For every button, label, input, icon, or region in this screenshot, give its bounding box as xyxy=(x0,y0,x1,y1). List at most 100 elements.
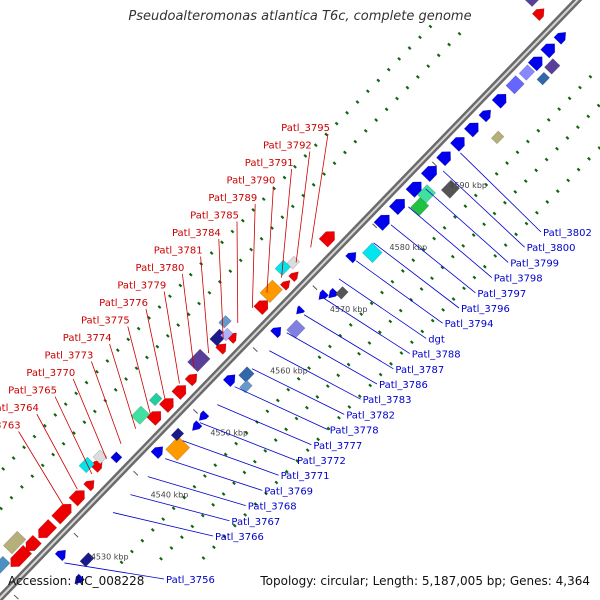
gene-shape xyxy=(74,573,85,585)
bottom-gene-label: Patl_3802 xyxy=(543,228,592,239)
top-gene-label: Patl_3795 xyxy=(281,123,330,134)
gene-feature xyxy=(405,181,422,198)
gene-shape xyxy=(191,420,203,431)
gc-dot xyxy=(295,459,300,463)
gc-dot xyxy=(207,290,212,295)
top-leader-line xyxy=(266,186,274,293)
gc-dot xyxy=(53,413,58,417)
bottom-gene-label: Patl_3769 xyxy=(264,486,313,497)
gene-shape xyxy=(288,271,299,283)
gene-shape xyxy=(54,549,66,562)
gc-dot xyxy=(397,56,402,61)
gc-dot xyxy=(303,154,308,158)
bottom-gene-label: Patl_3771 xyxy=(281,471,330,482)
gc-dot xyxy=(126,337,131,342)
gc-dot xyxy=(145,355,149,360)
scale-tick-mark xyxy=(431,161,437,167)
gc-dot xyxy=(338,333,343,338)
gc-dot xyxy=(136,326,141,331)
gc-dot xyxy=(324,132,329,137)
gc-dot xyxy=(494,171,499,176)
top-gene-label: Patl_3785 xyxy=(190,211,239,222)
gene-shape xyxy=(2,530,27,555)
gene-shape xyxy=(259,279,283,303)
gene-shape xyxy=(491,93,507,109)
bottom-leader-line xyxy=(165,458,263,491)
gc-dot xyxy=(430,318,435,323)
top-leader-line xyxy=(36,413,78,490)
gene-feature xyxy=(38,519,58,539)
top-gene-label: Patl_3790 xyxy=(227,176,276,187)
gc-dot xyxy=(242,470,247,475)
gc-dot xyxy=(317,355,322,360)
gene-feature xyxy=(491,93,507,109)
gene-shape xyxy=(296,305,306,315)
gc-dot xyxy=(348,323,353,327)
gene-shape xyxy=(253,300,269,316)
gene-feature xyxy=(362,242,383,263)
gc-dot xyxy=(124,377,129,381)
gc-dot xyxy=(355,100,360,104)
gene-feature xyxy=(79,552,95,568)
gc-dot xyxy=(188,272,193,277)
gc-dot xyxy=(157,305,162,309)
scale-tick-mark xyxy=(372,223,378,229)
gc-dot xyxy=(293,164,297,169)
gc-dot xyxy=(457,31,462,36)
gene-feature xyxy=(2,530,27,555)
gc-dot xyxy=(399,351,404,355)
bottom-gene-label: Patl_3778 xyxy=(330,426,379,437)
gc-dot xyxy=(503,243,508,248)
top-leader-line xyxy=(18,431,64,505)
gc-dot xyxy=(169,546,174,550)
bottom-gene-label: Patl_3788 xyxy=(412,350,461,361)
gene-shape xyxy=(420,165,437,183)
bottom-leader-line xyxy=(147,476,246,506)
top-gene-label: Patl_3789 xyxy=(208,193,257,204)
gc-dot xyxy=(337,415,341,420)
gc-dot xyxy=(493,254,498,258)
gc-dot xyxy=(325,384,330,389)
gc-dot xyxy=(441,307,446,312)
gc-dot xyxy=(409,340,414,345)
gc-dot xyxy=(534,210,539,215)
features xyxy=(0,0,567,585)
top-gene-label: Patl_3763 xyxy=(0,421,21,432)
gene-shape xyxy=(553,31,567,45)
gene-feature xyxy=(25,534,42,552)
gene-shape xyxy=(51,503,72,525)
gc-dot xyxy=(238,258,243,263)
gene-feature xyxy=(518,64,536,81)
gc-dot xyxy=(211,502,216,507)
gc-dot xyxy=(430,276,434,281)
gc-dot xyxy=(30,474,35,479)
gc-dots xyxy=(0,24,600,565)
bottom-leader-line xyxy=(269,350,361,400)
bottom-gene-label: Patl_3772 xyxy=(297,456,346,467)
gc-dot xyxy=(523,179,528,184)
bottom-gene-label: Patl_3768 xyxy=(248,502,297,513)
gc-dot xyxy=(307,366,311,370)
gc-dot xyxy=(1,466,6,471)
gc-dot xyxy=(322,172,326,176)
bottom-leader-line xyxy=(355,260,443,324)
gene-feature xyxy=(388,198,406,216)
bottom-leader-line xyxy=(408,206,493,278)
top-gene-label: Patl_3775 xyxy=(81,316,130,327)
gc-dot xyxy=(182,495,186,500)
top-gene-label: Patl_3764 xyxy=(0,403,39,414)
gc-dot xyxy=(374,118,379,122)
scale-tick-label: 4550 kbp xyxy=(210,429,248,438)
top-leader-line xyxy=(310,133,329,248)
gc-dot xyxy=(565,136,570,140)
gene-feature xyxy=(259,279,283,303)
gc-dot xyxy=(40,463,45,468)
gc-dot xyxy=(555,189,560,194)
gc-dot xyxy=(221,492,226,496)
bottom-leader-line xyxy=(460,152,542,233)
gc-dot xyxy=(305,405,309,410)
gene-feature xyxy=(527,56,543,72)
gc-dot xyxy=(395,96,399,101)
